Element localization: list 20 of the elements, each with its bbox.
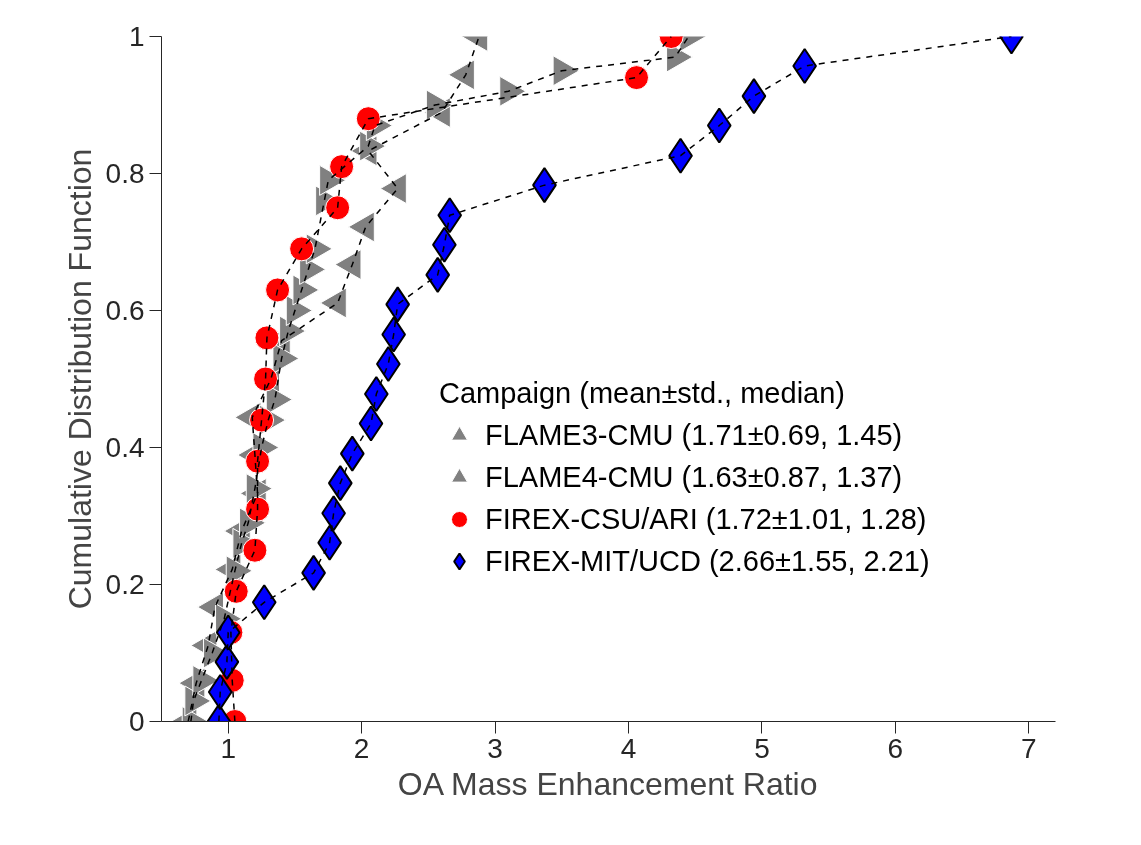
y-tick-label: 0.2 [105, 569, 145, 600]
y-tick-label: 0.6 [105, 295, 145, 326]
x-tick-label: 3 [487, 732, 503, 764]
x-tick-label: 1 [220, 732, 237, 764]
x-tick-label: 6 [887, 732, 904, 764]
x-tick-label: 5 [754, 732, 770, 764]
legend-label: FIREX-CSU/ARI (1.72±1.01, 1.28) [485, 502, 927, 536]
x-tick-label: 7 [1021, 732, 1037, 764]
y-tick-label: 0.4 [105, 432, 145, 463]
y-axis-title: Cumulative Distribution Function [61, 148, 98, 610]
x-tick-label: 4 [620, 732, 637, 764]
x-tick-label: 2 [353, 732, 370, 764]
legend-label: FLAME4-CMU (1.63±0.87, 1.37) [485, 460, 903, 494]
y-tick-label: 0 [128, 706, 145, 737]
legend-label: FLAME3-CMU (1.71±0.69, 1.45) [485, 418, 903, 452]
legend-title: Campaign (mean±std., median) [439, 377, 846, 410]
legend-label: FIREX-MIT/UCD (2.66±1.55, 2.21) [485, 544, 930, 578]
y-tick-label: 0.8 [105, 158, 145, 189]
x-axis-title: OA Mass Enhancement Ratio [397, 765, 818, 802]
y-tick-label: 1 [128, 21, 145, 52]
